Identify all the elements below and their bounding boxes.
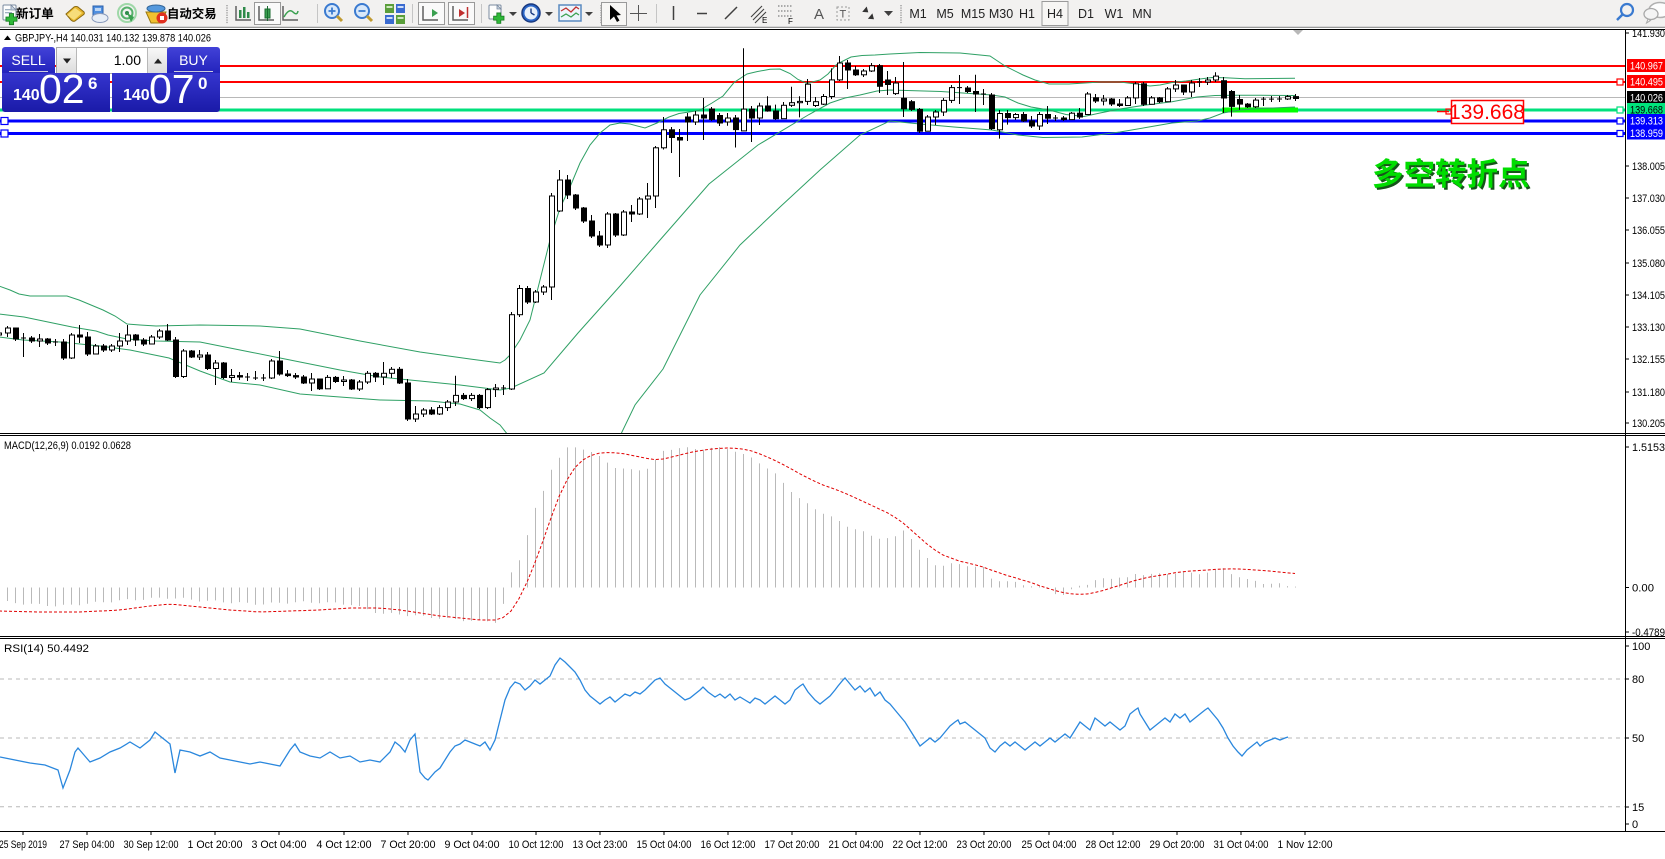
svg-text:4 Oct 12:00: 4 Oct 12:00	[317, 839, 372, 851]
svg-text:MN: MN	[1132, 7, 1151, 21]
svg-text:W1: W1	[1105, 7, 1124, 21]
svg-text:15: 15	[1632, 802, 1644, 814]
svg-text:A: A	[814, 6, 824, 23]
svg-text:1 Nov 12:00: 1 Nov 12:00	[1278, 839, 1333, 851]
svg-text:F: F	[788, 17, 793, 26]
svg-text:1.5153: 1.5153	[1632, 442, 1665, 454]
svg-text:140.967: 140.967	[1630, 61, 1663, 73]
svg-text:25 Oct 04:00: 25 Oct 04:00	[1022, 839, 1077, 851]
svg-text:MACD(12,26,9) 0.0192 0.0628: MACD(12,26,9) 0.0192 0.0628	[4, 440, 131, 452]
svg-text:139.313: 139.313	[1630, 116, 1663, 128]
svg-text:28 Oct 12:00: 28 Oct 12:00	[1086, 839, 1141, 851]
svg-text:139.668: 139.668	[1449, 101, 1525, 124]
svg-text:1 Oct 20:00: 1 Oct 20:00	[188, 839, 243, 851]
svg-text:29 Oct 20:00: 29 Oct 20:00	[1150, 839, 1205, 851]
svg-text:3 Oct 04:00: 3 Oct 04:00	[252, 839, 307, 851]
svg-text:23 Oct 20:00: 23 Oct 20:00	[957, 839, 1012, 851]
svg-text:80: 80	[1632, 674, 1644, 686]
svg-text:M30: M30	[989, 7, 1013, 21]
svg-text:134.105: 134.105	[1632, 290, 1665, 302]
svg-text:22 Oct 12:00: 22 Oct 12:00	[893, 839, 948, 851]
svg-text:7 Oct 20:00: 7 Oct 20:00	[381, 839, 436, 851]
svg-text:M5: M5	[936, 7, 953, 21]
svg-text:M15: M15	[961, 7, 985, 21]
svg-text:10 Oct 12:00: 10 Oct 12:00	[509, 839, 564, 851]
svg-text:138.005: 138.005	[1632, 161, 1665, 173]
svg-text:27 Sep 04:00: 27 Sep 04:00	[60, 839, 115, 851]
svg-text:130.205: 130.205	[1632, 418, 1665, 430]
svg-text:139.668: 139.668	[1630, 105, 1663, 117]
svg-text:15 Oct 04:00: 15 Oct 04:00	[637, 839, 692, 851]
svg-text:M1: M1	[909, 7, 926, 21]
svg-text:136.055: 136.055	[1632, 225, 1665, 237]
svg-text:100: 100	[1632, 641, 1650, 653]
svg-text:17 Oct 20:00: 17 Oct 20:00	[765, 839, 820, 851]
svg-text:131.180: 131.180	[1632, 387, 1665, 399]
svg-text:50: 50	[1632, 733, 1644, 745]
svg-text:133.130: 133.130	[1632, 322, 1665, 334]
svg-text:137.030: 137.030	[1632, 193, 1665, 205]
svg-text:H1: H1	[1019, 7, 1035, 21]
svg-text:25 Sep 2019: 25 Sep 2019	[0, 839, 47, 851]
svg-text:132.155: 132.155	[1632, 354, 1665, 366]
svg-text:D1: D1	[1078, 7, 1094, 21]
svg-text:21 Oct 04:00: 21 Oct 04:00	[829, 839, 884, 851]
svg-text:E: E	[762, 16, 767, 25]
svg-text:13 Oct 23:00: 13 Oct 23:00	[573, 839, 628, 851]
svg-text:RSI(14) 50.4492: RSI(14) 50.4492	[4, 643, 89, 655]
svg-text:140.026: 140.026	[1630, 93, 1663, 105]
svg-text:140.495: 140.495	[1630, 77, 1663, 89]
svg-text:31 Oct 04:00: 31 Oct 04:00	[1214, 839, 1269, 851]
svg-text:135.080: 135.080	[1632, 258, 1665, 270]
svg-text:T: T	[840, 9, 847, 21]
svg-text:141.930: 141.930	[1632, 28, 1665, 40]
svg-text:0.00: 0.00	[1632, 583, 1654, 595]
svg-text:H4: H4	[1047, 7, 1063, 21]
svg-text:138.959: 138.959	[1630, 128, 1663, 140]
svg-text:-0.4789: -0.4789	[1632, 627, 1665, 639]
svg-text:30 Sep 12:00: 30 Sep 12:00	[124, 839, 179, 851]
svg-text:16 Oct 12:00: 16 Oct 12:00	[701, 839, 756, 851]
svg-text:9 Oct 04:00: 9 Oct 04:00	[445, 839, 500, 851]
svg-text:GBPJPY-,H4 140.031 140.132 13: GBPJPY-,H4 140.031 140.132 139.878 140.0…	[15, 33, 211, 45]
svg-text:0: 0	[1632, 819, 1638, 831]
